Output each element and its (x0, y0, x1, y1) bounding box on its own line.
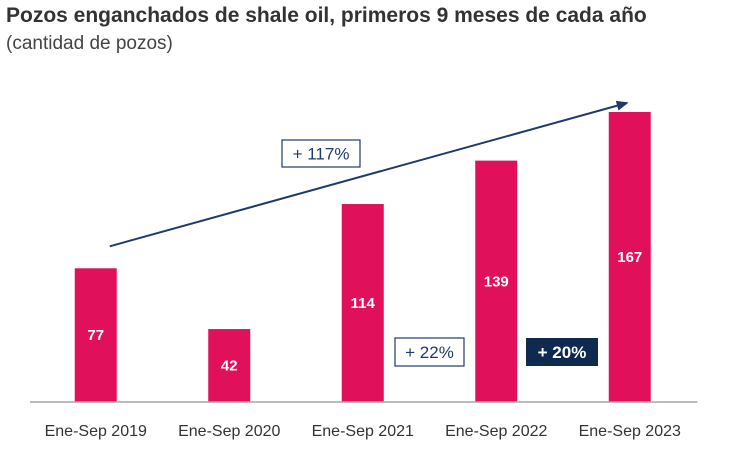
change-2023-text: + 20% (538, 343, 587, 362)
trend-annotation-text: + 117% (293, 145, 350, 164)
bar-5 (608, 112, 651, 402)
change-2022-annotation: + 22% (394, 337, 465, 367)
change-2023-annotation: + 20% (526, 338, 598, 366)
x-tick-label-2: Ene-Sep 2020 (178, 423, 280, 440)
bar-value-label-4: 139 (484, 273, 509, 290)
bar-1 (74, 268, 117, 402)
change-2022-text: + 22% (405, 343, 454, 362)
bar-value-label-2: 42 (221, 358, 238, 375)
change-2023-box (526, 338, 598, 366)
bar-value-label-1: 77 (87, 327, 104, 344)
change-2022-box (394, 337, 465, 367)
bar-value-label-3: 114 (351, 295, 376, 312)
trend-arrow (109, 100, 629, 248)
chart-title: Pozos enganchados de shale oil, primeros… (6, 4, 647, 27)
x-tick-label-5: Ene-Sep 2023 (579, 423, 681, 440)
trend-annotation: + 117% (281, 139, 361, 168)
bar-4 (475, 160, 518, 402)
bar-2 (208, 329, 251, 402)
x-axis-tick-labels: Ene-Sep 2019 Ene-Sep 2020 Ene-Sep 2021 Ene-… (45, 423, 681, 440)
x-tick-label-3: Ene-Sep 2021 (312, 423, 414, 440)
x-tick-label-4: Ene-Sep 2022 (445, 423, 547, 440)
trend-annotation-box (281, 139, 361, 168)
chart-subtitle: (cantidad de pozos) (6, 33, 173, 54)
bar-3 (341, 204, 384, 402)
x-tick-label-1: Ene-Sep 2019 (45, 423, 147, 440)
bar-value-label-5: 167 (617, 249, 642, 266)
bars-group: 77 42 114 139 167 (74, 112, 651, 402)
